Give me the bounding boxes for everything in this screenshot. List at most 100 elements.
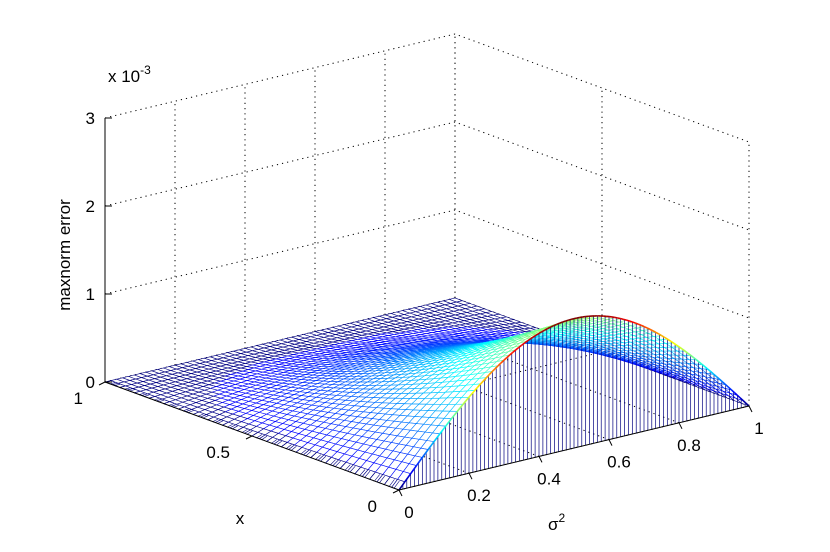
- curtain-line: [305, 451, 312, 457]
- edge-curve: [450, 414, 456, 420]
- edge-curve: [500, 359, 505, 364]
- edge-curve: [535, 332, 540, 336]
- edge-curve: [529, 336, 534, 340]
- y-tick: [748, 405, 753, 413]
- edge-curve: [701, 363, 706, 368]
- curtain-line: [212, 418, 219, 422]
- edge-curve: [506, 354, 511, 359]
- edge-curve: [521, 342, 525, 346]
- edge-curve: [742, 400, 747, 404]
- edge-curve: [666, 338, 671, 342]
- edge-curve: [681, 348, 686, 352]
- edge-curve: [556, 322, 560, 326]
- edge-curve: [672, 342, 677, 346]
- edge-curve: [632, 321, 636, 324]
- edge-curve: [410, 469, 415, 475]
- edge-curve: [725, 384, 730, 388]
- curtain-line: [149, 396, 155, 399]
- edge-curve: [474, 386, 479, 391]
- edge-curve: [497, 362, 502, 367]
- curtain-line: [310, 452, 317, 458]
- edge-curve: [404, 477, 409, 483]
- edge-curve: [462, 400, 467, 405]
- curtain-line: [178, 406, 184, 410]
- curtain-line: [325, 457, 331, 464]
- curtain-line: [134, 391, 140, 394]
- curtain-line: [359, 469, 366, 476]
- x-tick: [245, 435, 253, 440]
- curtain-line: [388, 479, 395, 487]
- curtain-line: [369, 472, 376, 480]
- edge-curve: [719, 378, 724, 383]
- curtain-line: [300, 449, 307, 455]
- edge-curve: [710, 371, 715, 376]
- edge-curve: [655, 331, 659, 335]
- edge-curve: [412, 465, 418, 471]
- edge-curve: [629, 320, 633, 323]
- curtain-line: [129, 389, 135, 392]
- edge-curve: [550, 324, 554, 328]
- curtain-line: [384, 477, 390, 485]
- edge-curve: [728, 386, 733, 391]
- edge-curve: [445, 421, 450, 427]
- edge-curve: [730, 389, 735, 394]
- y-axis-line: [398, 405, 750, 491]
- x-tick-label: 0: [368, 497, 377, 516]
- y-tick: [538, 456, 543, 463]
- edge-curve: [733, 392, 738, 396]
- edge-curve: [704, 366, 709, 371]
- edge-curve: [488, 370, 493, 376]
- z-tick-label: 0: [86, 373, 95, 392]
- curtain-line: [173, 405, 179, 408]
- curtain-line: [379, 475, 385, 483]
- y-tick-label: 0.2: [467, 486, 491, 505]
- edge-curve: [485, 373, 490, 379]
- exponent-label: x 10-3: [108, 63, 151, 86]
- curtain-line: [335, 461, 341, 467]
- y-tick-label: 0.4: [537, 469, 561, 488]
- curtain-line: [339, 462, 346, 469]
- curtain-line: [109, 382, 116, 385]
- edge-curve: [684, 350, 689, 354]
- curtain-line: [207, 417, 214, 421]
- x-tick: [392, 489, 400, 494]
- y-tick-label: 0: [404, 503, 413, 522]
- curtain-line: [139, 392, 145, 395]
- edge-curve: [482, 376, 488, 382]
- edge-curve: [480, 380, 485, 385]
- curtain-line: [374, 474, 380, 482]
- grid-line: [104, 121, 750, 231]
- edge-curve: [675, 344, 680, 348]
- curtain-line: [183, 408, 189, 412]
- edge-curve: [424, 449, 429, 454]
- curtain-line: [251, 432, 258, 437]
- y-tick: [608, 439, 613, 446]
- curtain-line: [193, 411, 199, 415]
- curtain-line: [320, 456, 327, 462]
- curtain-line: [119, 385, 126, 388]
- edge-curve: [643, 325, 648, 329]
- edge-curve: [693, 356, 697, 361]
- curtain-line: [315, 454, 322, 460]
- curtain-line: [349, 465, 356, 473]
- z-tick-label: 2: [86, 197, 95, 216]
- edge-curve: [447, 418, 453, 423]
- curtain-line: [217, 420, 224, 424]
- edge-curve: [503, 356, 508, 361]
- edge-curve: [637, 323, 642, 327]
- y-tick-label: 0.6: [607, 453, 631, 472]
- edge-curve: [532, 334, 537, 338]
- edge-curve: [523, 340, 528, 344]
- edge-curve: [620, 317, 624, 321]
- curtain-line: [286, 444, 292, 449]
- edge-curve: [745, 402, 750, 407]
- curtain-line: [197, 413, 204, 417]
- edge-curve: [678, 346, 683, 350]
- edge-curve: [459, 403, 464, 409]
- edge-curve: [669, 340, 674, 344]
- curtain-line: [188, 410, 194, 413]
- edge-curve: [491, 367, 496, 373]
- y-tick: [678, 422, 683, 430]
